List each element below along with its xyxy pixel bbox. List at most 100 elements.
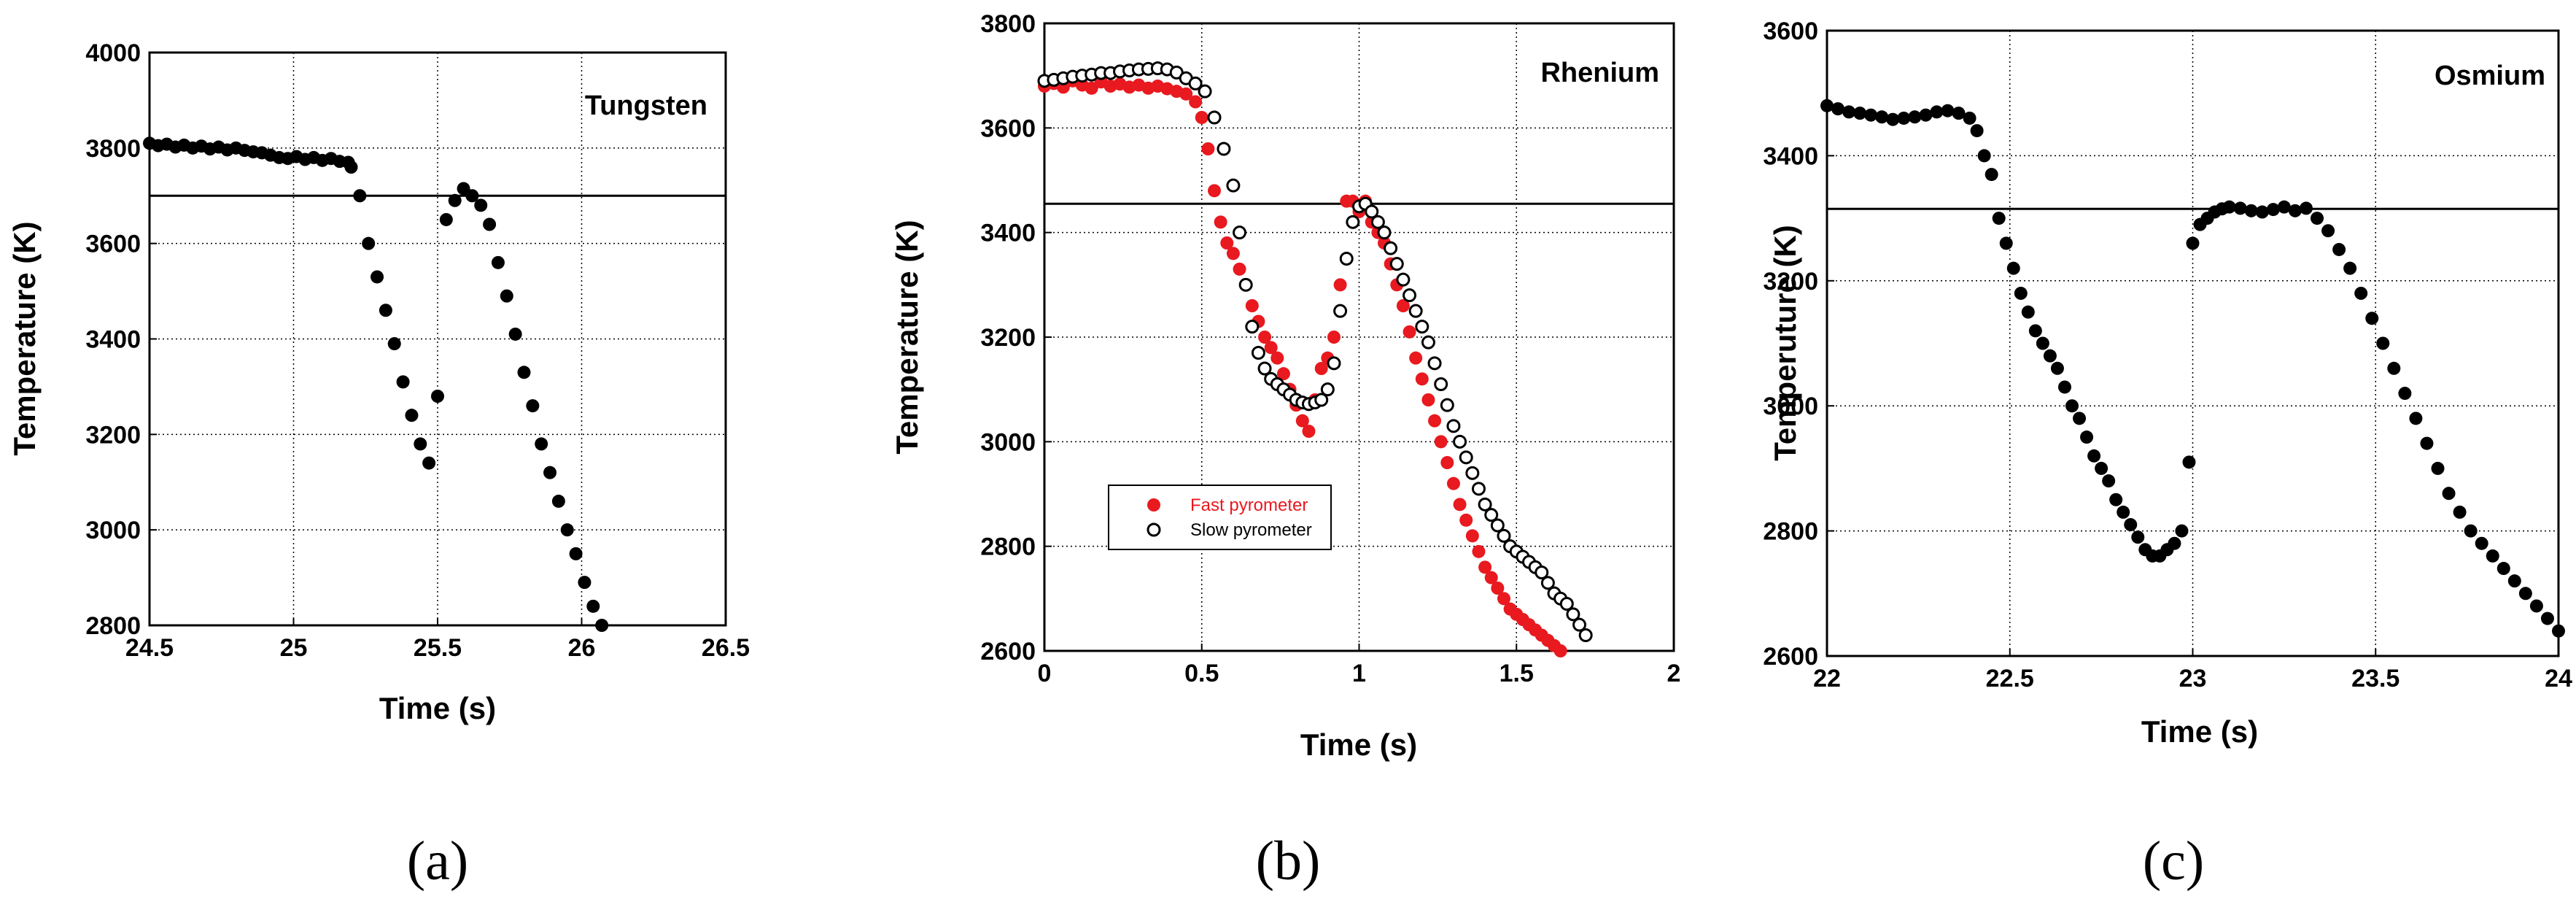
y-tick-label: 3000 — [85, 517, 141, 544]
panel-caption: (c) — [2143, 830, 2204, 892]
legend-marker-fast — [1147, 498, 1160, 512]
data-point — [2420, 436, 2434, 450]
chart-title: Tungsten — [585, 90, 707, 121]
data-point — [1472, 544, 1486, 558]
x-tick-label: 25 — [280, 634, 308, 662]
x-tick-label: 24.5 — [125, 634, 174, 662]
data-point — [2518, 587, 2532, 601]
data-point — [1459, 513, 1473, 527]
x-tick-label: 2 — [1667, 660, 1681, 687]
data-points — [143, 136, 609, 632]
data-point — [1314, 393, 1329, 407]
legend: Fast pyrometer Slow pyrometer — [1108, 485, 1332, 550]
data-point — [1952, 107, 1966, 120]
data-point — [1963, 111, 1976, 125]
data-point — [1188, 76, 1203, 90]
data-point — [2175, 524, 2189, 538]
data-point — [2453, 505, 2467, 519]
data-point — [2124, 518, 2138, 532]
data-point — [2050, 361, 2064, 375]
data-point — [2057, 380, 2071, 394]
data-point — [1327, 331, 1341, 344]
series-fast-pyrometer — [1038, 74, 1567, 657]
data-point — [1220, 236, 1234, 250]
data-point — [1421, 393, 1435, 406]
data-point — [1977, 149, 1991, 163]
y-tick-label: 3000 — [980, 428, 1036, 456]
data-point — [2021, 305, 2035, 319]
data-point — [1179, 87, 1193, 101]
data-point — [1276, 367, 1290, 381]
data-point — [457, 182, 470, 196]
y-tick-label: 3600 — [85, 231, 141, 258]
data-point — [465, 189, 479, 203]
data-point — [387, 337, 401, 351]
data-point — [578, 576, 591, 590]
chart-title: Rhenium — [1540, 58, 1659, 88]
grid — [1827, 31, 2558, 656]
y-axis-label: Temperature (K) — [7, 221, 42, 455]
chart-panel-osmium: 22 22.5 23 23.5 24 2600 2800 3000 3200 3400 3600 O… — [1763, 18, 2572, 892]
data-point — [1409, 351, 1423, 365]
data-point — [2552, 624, 2565, 638]
x-axis-label: Time (s) — [2141, 714, 2258, 749]
y-axis-label: Temperature (K) — [890, 220, 924, 454]
data-point — [2497, 562, 2510, 576]
data-point — [1478, 497, 1492, 512]
data-point — [1314, 362, 1328, 375]
x-tick-label: 22 — [1813, 665, 1841, 692]
data-point — [1453, 434, 1467, 449]
chart-panel-rhenium: 0 0.5 1 1.5 2 2600 2800 3000 3200 3400 3600 3800 Rh… — [890, 10, 1680, 892]
data-point — [1572, 617, 1587, 632]
y-tick-label: 2800 — [980, 533, 1036, 561]
data-point — [508, 327, 522, 341]
data-point — [2321, 224, 2335, 238]
data-point — [1875, 110, 1889, 124]
y-tick-label: 3400 — [980, 220, 1036, 247]
data-point — [1484, 571, 1498, 584]
data-point — [2311, 212, 2324, 225]
data-point — [1440, 456, 1454, 469]
data-point — [1970, 124, 1984, 138]
data-point — [1327, 356, 1341, 371]
data-point — [1842, 105, 1856, 119]
data-point — [396, 375, 410, 389]
data-point — [1453, 498, 1467, 512]
y-axis-label: Temperuture (K) — [1768, 225, 1802, 461]
data-point — [2354, 286, 2368, 300]
data-point — [2014, 286, 2028, 300]
x-tick-label: 24 — [2545, 665, 2572, 692]
y-tick-label: 3000 — [1763, 393, 1818, 420]
data-point — [2109, 493, 2123, 506]
legend-label-slow: Slow pyrometer — [1190, 520, 1312, 540]
data-point — [1396, 272, 1411, 287]
data-point — [2343, 261, 2357, 275]
y-tick-label: 2600 — [1763, 643, 1818, 671]
data-point — [1886, 112, 1900, 126]
data-point — [1999, 236, 2013, 250]
data-point — [2288, 204, 2302, 217]
data-point — [500, 289, 513, 303]
data-point — [1831, 102, 1845, 116]
data-point — [1201, 142, 1215, 155]
data-point — [1540, 576, 1555, 590]
data-point — [1238, 277, 1253, 292]
panel-caption: (a) — [407, 830, 468, 892]
data-point — [1333, 278, 1347, 292]
data-point — [535, 437, 548, 451]
data-point — [1302, 425, 1316, 438]
x-tick-label: 1.5 — [1500, 660, 1534, 687]
data-point — [2365, 312, 2379, 325]
data-point — [1864, 108, 1878, 122]
series-slow-pyrometer — [1037, 61, 1593, 642]
y-tick-label: 3400 — [85, 326, 141, 354]
data-point — [2464, 524, 2478, 538]
data-point — [405, 409, 419, 422]
data-point — [483, 217, 497, 231]
data-point — [2529, 599, 2543, 613]
x-tick-label: 0 — [1038, 660, 1052, 687]
data-point — [1440, 398, 1454, 412]
data-point — [1428, 414, 1442, 428]
data-point — [1320, 382, 1335, 397]
